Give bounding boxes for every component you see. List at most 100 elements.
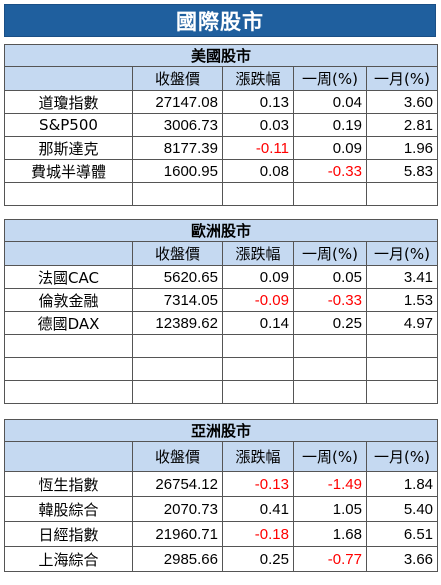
column-header-name [4, 441, 133, 472]
value-chg: 0.14 [222, 311, 294, 335]
index-name: 日經指數 [4, 521, 133, 547]
index-name: S&P500 [4, 113, 133, 137]
value-close: 2985.66 [132, 546, 223, 572]
index-name: 費城半導體 [4, 159, 133, 183]
europe-market-panel: 歐洲股市 收盤價 漲跌幅 一周(%) 一月(%) 法國CAC 5620.65 0.09 0.05… [3, 219, 439, 404]
index-name: 那斯達克 [4, 136, 133, 160]
value-month: 1.84 [365, 471, 439, 497]
value-close: 2070.73 [132, 496, 223, 522]
value-close: 8177.39 [132, 136, 223, 160]
index-name [4, 182, 133, 206]
value-week [293, 380, 367, 404]
europe-market-table: 歐洲股市 收盤價 漲跌幅 一周(%) 一月(%) 法國CAC 5620.65 0.09 0.05… [3, 219, 439, 404]
index-name: 道瓊指數 [4, 90, 133, 114]
column-header-name [4, 66, 133, 91]
value-month: 5.83 [365, 159, 439, 183]
table-row: 日經指數 21960.71 -0.18 1.68 6.51 [4, 521, 439, 547]
value-chg: 0.25 [222, 546, 294, 572]
value-chg: 0.09 [222, 265, 294, 289]
value-month: 1.96 [365, 136, 439, 160]
table-row [4, 182, 439, 206]
value-month: 3.66 [365, 546, 439, 572]
index-name [4, 357, 133, 381]
value-week: -1.49 [293, 471, 367, 497]
value-chg [222, 380, 294, 404]
table-row: S&P500 3006.73 0.03 0.19 2.81 [4, 113, 439, 137]
column-header-close: 收盤價 [132, 66, 223, 91]
value-week [293, 182, 367, 206]
page-title: 國際股市 [4, 4, 436, 37]
value-close: 7314.05 [132, 288, 223, 312]
column-header-change: 漲跌幅 [222, 66, 294, 91]
value-month [365, 380, 439, 404]
value-month [365, 334, 439, 358]
value-chg: 0.03 [222, 113, 294, 137]
table-row: 法國CAC 5620.65 0.09 0.05 3.41 [4, 265, 439, 289]
value-week: 0.19 [293, 113, 367, 137]
value-chg [222, 182, 294, 206]
index-name: 法國CAC [4, 265, 133, 289]
column-header-month: 一月(%) [365, 441, 439, 472]
column-header-change: 漲跌幅 [222, 441, 294, 472]
column-header-change: 漲跌幅 [222, 241, 294, 266]
value-month: 1.53 [365, 288, 439, 312]
value-week [293, 357, 367, 381]
value-chg: -0.09 [222, 288, 294, 312]
value-chg: -0.18 [222, 521, 294, 547]
value-month [365, 357, 439, 381]
section-title: 亞洲股市 [3, 419, 439, 442]
table-row [4, 334, 439, 358]
index-name: 倫敦金融 [4, 288, 133, 312]
column-header-name [4, 241, 133, 266]
section-title: 美國股市 [3, 44, 439, 67]
column-header-month: 一月(%) [365, 241, 439, 266]
table-row: 上海綜合 2985.66 0.25 -0.77 3.66 [4, 546, 439, 572]
value-month: 3.41 [365, 265, 439, 289]
value-close [132, 182, 223, 206]
value-month: 4.97 [365, 311, 439, 335]
value-week: -0.33 [293, 159, 367, 183]
value-week: -0.77 [293, 546, 367, 572]
table-row: 費城半導體 1600.95 0.08 -0.33 5.83 [4, 159, 439, 183]
value-month [365, 182, 439, 206]
index-name [4, 334, 133, 358]
column-header-week: 一周(%) [293, 241, 367, 266]
table-row [4, 357, 439, 381]
value-close [132, 357, 223, 381]
index-name: 德國DAX [4, 311, 133, 335]
table-row [4, 380, 439, 404]
asia-market-panel: 亞洲股市 收盤價 漲跌幅 一周(%) 一月(%) 恆生指數 26754.12 -0.13 -1.… [3, 419, 439, 572]
value-month: 2.81 [365, 113, 439, 137]
table-row: 那斯達克 8177.39 -0.11 0.09 1.96 [4, 136, 439, 160]
value-close: 3006.73 [132, 113, 223, 137]
value-chg: 0.13 [222, 90, 294, 114]
value-close: 26754.12 [132, 471, 223, 497]
value-month: 6.51 [365, 521, 439, 547]
column-header-month: 一月(%) [365, 66, 439, 91]
value-close: 5620.65 [132, 265, 223, 289]
index-name [4, 380, 133, 404]
value-week: 0.05 [293, 265, 367, 289]
value-close: 21960.71 [132, 521, 223, 547]
value-close [132, 380, 223, 404]
value-close: 12389.62 [132, 311, 223, 335]
table-row: 恆生指數 26754.12 -0.13 -1.49 1.84 [4, 471, 439, 497]
value-chg: 0.41 [222, 496, 294, 522]
index-name: 上海綜合 [4, 546, 133, 572]
column-header-week: 一周(%) [293, 441, 367, 472]
value-week: -0.33 [293, 288, 367, 312]
value-month: 3.60 [365, 90, 439, 114]
value-chg: 0.08 [222, 159, 294, 183]
value-close: 27147.08 [132, 90, 223, 114]
index-name: 韓股綜合 [4, 496, 133, 522]
value-week: 0.04 [293, 90, 367, 114]
value-week: 1.05 [293, 496, 367, 522]
index-name: 恆生指數 [4, 471, 133, 497]
column-header-close: 收盤價 [132, 241, 223, 266]
value-close: 1600.95 [132, 159, 223, 183]
value-week: 0.25 [293, 311, 367, 335]
value-month: 5.40 [365, 496, 439, 522]
value-chg [222, 357, 294, 381]
us-market-table: 美國股市 收盤價 漲跌幅 一周(%) 一月(%) 道瓊指數 27147.08 0.13 0.04… [3, 44, 439, 206]
table-row: 道瓊指數 27147.08 0.13 0.04 3.60 [4, 90, 439, 114]
